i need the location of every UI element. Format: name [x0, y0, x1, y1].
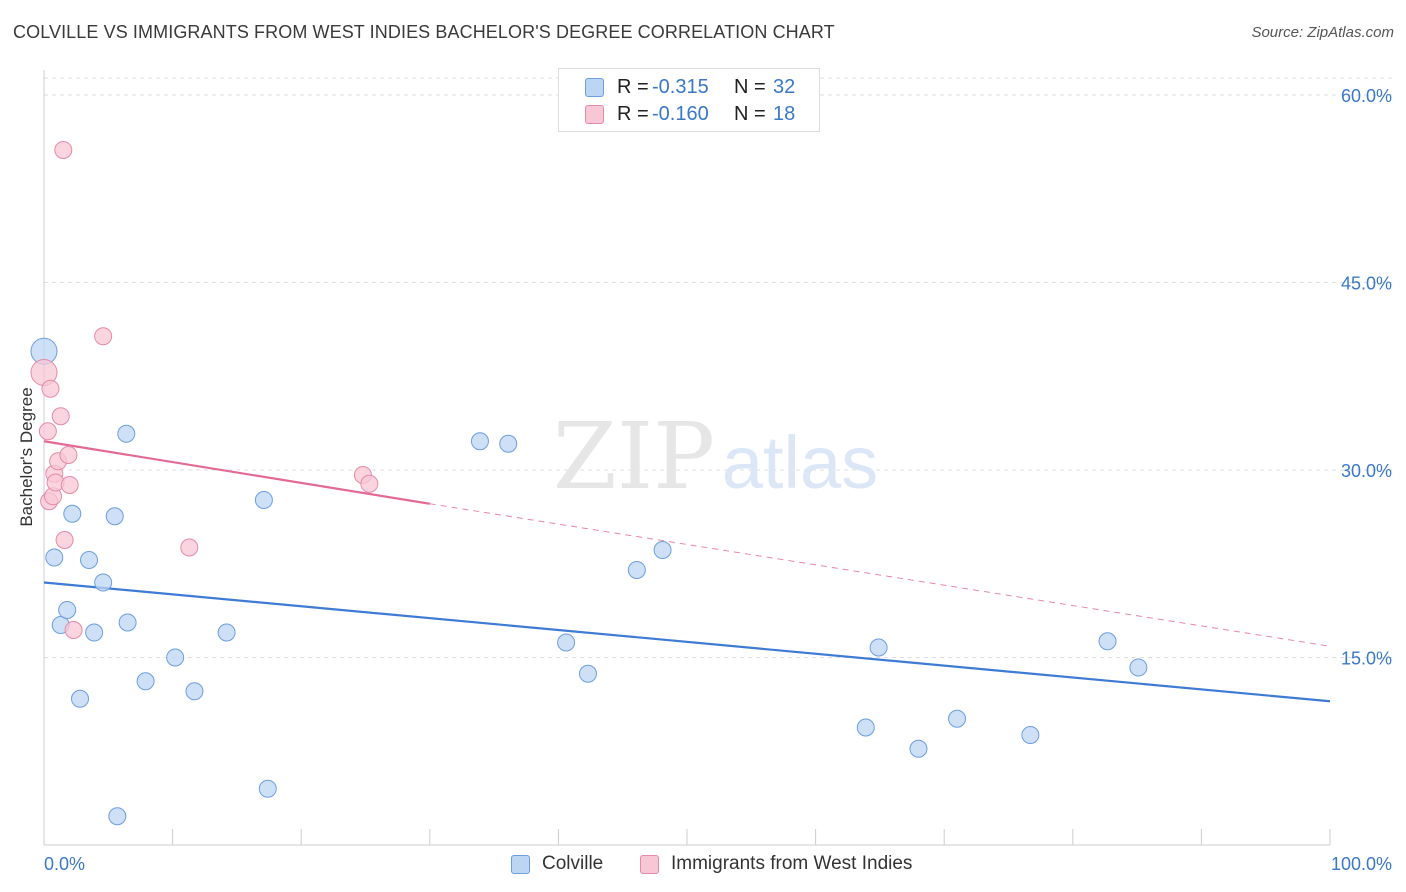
- west-indies-point: [360, 474, 379, 493]
- n-value: 18: [773, 102, 796, 125]
- colville-point: [80, 551, 99, 569]
- n-value: 32: [773, 75, 796, 98]
- colville-point: [499, 434, 518, 453]
- west-indies-legend-swatch: [640, 854, 659, 874]
- west-indies-point: [59, 446, 78, 464]
- x-tick-label: 0.0%: [44, 854, 85, 874]
- legend-item-west-indies: Immigrants from West Indies: [640, 851, 912, 877]
- colville-point: [627, 561, 646, 579]
- colville-point: [557, 633, 576, 652]
- colville-point: [909, 739, 928, 758]
- colville-point: [653, 541, 672, 559]
- colville-point: [254, 491, 273, 509]
- colville-point: [1021, 726, 1040, 744]
- colville-point: [185, 682, 204, 701]
- colville-legend-swatch: [511, 854, 530, 874]
- west-indies-point: [180, 538, 199, 557]
- colville-point: [136, 672, 155, 691]
- watermark-zip: ZIP: [553, 403, 715, 510]
- west-indies-point: [64, 621, 83, 639]
- west-indies-point: [94, 327, 113, 346]
- west-indies-swatch: [585, 104, 604, 124]
- y-tick-label: 15.0%: [1341, 649, 1392, 669]
- tick-labels: 15.0% 30.0% 45.0% 60.0% 0.0% 100.0%: [44, 86, 1392, 874]
- colville-point: [117, 424, 136, 443]
- west-indies-point: [38, 422, 57, 441]
- colville-point: [85, 623, 104, 642]
- colville-point: [948, 709, 967, 728]
- stats-legend-box: R = -0.315 N = 32 R = -0.160 N = 18: [558, 68, 820, 132]
- colville-swatch: [585, 77, 604, 97]
- west-indies-point: [41, 379, 60, 398]
- legend-label: Immigrants from West Indies: [671, 853, 913, 874]
- r-value: -0.315: [652, 75, 709, 98]
- west-indies-point: [54, 141, 73, 159]
- west-indies-point: [51, 407, 70, 426]
- chart-source: Source: ZipAtlas.com: [1251, 24, 1394, 41]
- n-label: N =: [734, 102, 766, 125]
- colville-point: [470, 432, 489, 451]
- r-value: -0.160: [652, 102, 709, 125]
- colville-point: [258, 779, 277, 798]
- y-tick-label: 45.0%: [1341, 274, 1392, 294]
- colville-point: [105, 507, 124, 526]
- r-label: R =: [617, 102, 649, 125]
- colville-point: [1129, 658, 1148, 677]
- n-label: N =: [734, 75, 766, 98]
- legend-item-colville: Colville: [511, 851, 603, 877]
- colville-trend-line: [43, 581, 1331, 703]
- trend-lines: [43, 440, 1331, 703]
- y-tick-label: 60.0%: [1341, 86, 1392, 106]
- west-indies-point: [55, 531, 74, 549]
- colville-point: [94, 573, 113, 592]
- colville-point: [856, 718, 875, 737]
- colville-point: [71, 689, 90, 708]
- colville-point: [869, 638, 888, 657]
- west-indies-trend-line: [43, 440, 430, 505]
- colville-point: [63, 504, 82, 523]
- chart-title: COLVILLE VS IMMIGRANTS FROM WEST INDIES …: [13, 22, 835, 42]
- r-label: R =: [617, 75, 649, 98]
- colville-point: [217, 623, 236, 642]
- colville-point: [45, 548, 64, 567]
- colville-point: [108, 807, 127, 826]
- legend-label: Colville: [542, 853, 604, 874]
- colville-point: [578, 664, 597, 683]
- x-tick-label: 100.0%: [1331, 854, 1392, 874]
- grid-lines: [44, 77, 1392, 658]
- y-tick-label: 30.0%: [1341, 461, 1392, 481]
- west-indies-trend-extension: [429, 503, 1331, 647]
- colville-point: [1098, 632, 1117, 651]
- axes: [43, 70, 1331, 846]
- data-points: [30, 141, 1148, 826]
- colville-point: [166, 648, 185, 667]
- watermark-atlas: atlas: [722, 421, 878, 504]
- west-indies-point: [60, 476, 79, 494]
- colville-point: [118, 613, 137, 632]
- colville-point: [58, 601, 77, 619]
